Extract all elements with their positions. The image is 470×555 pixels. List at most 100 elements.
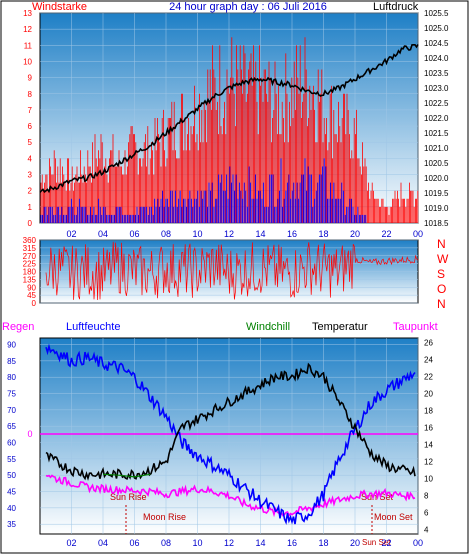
wind-tick-label: 2	[28, 187, 33, 196]
time-tick-label: 08	[161, 538, 171, 548]
temperature-tick-label: 14	[424, 441, 433, 450]
wind-tick-label: 9	[28, 74, 33, 83]
temperature-tick-label: 8	[424, 492, 429, 501]
wind-tick-label: 13	[23, 9, 32, 18]
humidity-tick-label: 85	[7, 357, 16, 366]
wind-axis-title: Windstarke	[32, 1, 87, 13]
regen-zero-label: 0	[27, 429, 32, 439]
humidity-tick-label: 75	[7, 390, 16, 399]
moon-set-label: Moon Set	[374, 512, 413, 522]
pressure-tick-label: 1024.0	[424, 54, 449, 63]
compass-w: W	[437, 252, 449, 266]
time-tick-label: 10	[192, 229, 202, 239]
pressure-line	[39, 44, 419, 194]
temperature-tick-label: 24	[424, 355, 433, 364]
humidity-tick-label: 65	[7, 422, 16, 431]
panel-humidity-temperature-series	[45, 343, 416, 526]
direction-tick-label: 225	[23, 260, 37, 269]
moon-rise-label: Moon Rise	[143, 512, 186, 522]
pressure-axis-ticks: 1018.5 1019.0 1019.5 1020.0 1020.5 1021.0 1021…	[424, 9, 449, 228]
time-tick-label: 14	[255, 229, 265, 239]
direction-tick-label: 135	[23, 275, 37, 284]
pressure-tick-label: 1021.0	[424, 144, 449, 153]
humidity-tick-label: 50	[7, 471, 16, 480]
pressure-tick-label: 1022.5	[424, 99, 449, 108]
pressure-tick-label: 1025.5	[424, 9, 449, 18]
direction-tick-label: 90	[27, 283, 36, 292]
panel-wind-direction-series	[45, 241, 419, 301]
humidity-tick-label: 55	[7, 455, 16, 464]
label-regen: Regen	[2, 321, 34, 333]
pressure-tick-label: 1019.5	[424, 189, 449, 198]
wind-tick-label: 7	[28, 106, 33, 115]
time-tick-label: 06	[129, 229, 139, 239]
label-luftfeuchte: Luftfeuchte	[66, 321, 120, 333]
time-tick-label: 18	[318, 538, 328, 548]
wind-tick-label: 12	[23, 25, 32, 34]
wind-tick-label: 4	[28, 154, 33, 163]
humidity-tick-label: 35	[7, 520, 16, 529]
sun-set-label-2: Sun Set	[362, 538, 391, 547]
time-tick-label: 02	[66, 538, 76, 548]
time-tick-label: 12	[224, 538, 234, 548]
pressure-tick-label: 1019.0	[424, 204, 449, 213]
windchill-line	[102, 473, 151, 478]
compass-o: O	[437, 282, 446, 296]
time-tick-label: 06	[129, 538, 139, 548]
pressure-tick-label: 1025.0	[424, 24, 449, 33]
sun-rise-label: Sun Rise	[110, 492, 147, 502]
temperature-tick-label: 22	[424, 372, 433, 381]
direction-tick-label: 180	[23, 268, 37, 277]
temperature-axis-ticks: 4 6 8 10 12 14 16 18 20 22 24 26	[424, 338, 433, 534]
wind-direction-line	[45, 241, 419, 301]
temperature-tick-label: 18	[424, 406, 433, 415]
humidity-axis-ticks: 35 40 45 50 55 60 65 70 75 80 85 90	[7, 341, 16, 530]
wind-tick-label: 0	[28, 219, 33, 228]
humidity-tick-label: 90	[7, 341, 16, 350]
taupunkt-line	[45, 474, 416, 518]
direction-tick-label: 0	[32, 299, 37, 308]
chart-title: 24 hour graph day : 06 Juli 2016	[169, 1, 327, 13]
direction-tick-label: 315	[23, 244, 37, 253]
pressure-tick-label: 1023.0	[424, 84, 449, 93]
time-tick-label: 00	[413, 538, 423, 548]
compass-n-bottom: N	[437, 297, 446, 311]
time-tick-label: 16	[287, 229, 297, 239]
wind-tick-label: 3	[28, 171, 33, 180]
time-tick-label: 12	[224, 229, 234, 239]
time-tick-label: 16	[287, 538, 297, 548]
direction-tick-label: 360	[23, 236, 37, 245]
temperatur-line	[45, 362, 416, 481]
time-tick-label: 22	[381, 538, 391, 548]
compass-n-top: N	[437, 237, 446, 251]
time-tick-label: 00	[413, 229, 423, 239]
pressure-tick-label: 1018.5	[424, 219, 449, 228]
label-temperatur: Temperatur	[312, 321, 368, 333]
pressure-tick-label: 1020.0	[424, 174, 449, 183]
wind-tick-label: 11	[24, 41, 33, 50]
panel-humidity-temperature-grid	[40, 338, 419, 534]
wind-tick-label: 10	[23, 57, 32, 66]
time-tick-label: 04	[98, 229, 108, 239]
time-tick-label: 22	[381, 229, 391, 239]
wind-tick-label: 8	[28, 90, 33, 99]
pressure-tick-label: 1020.5	[424, 159, 449, 168]
humidity-tick-label: 80	[7, 373, 16, 382]
wind-tick-label: 6	[28, 122, 33, 131]
pressure-tick-label: 1023.5	[424, 69, 449, 78]
compass-s: S	[437, 267, 445, 281]
time-axis-ticks-top: 02 04 06 08 10 12 14 16 18 20 22 00	[66, 229, 423, 239]
pressure-axis-title: Luftdruck	[373, 1, 419, 13]
label-taupunkt: Taupunkt	[393, 321, 438, 333]
direction-tick-label: 270	[23, 252, 37, 261]
time-tick-label: 18	[318, 229, 328, 239]
time-tick-label: 14	[255, 538, 265, 548]
temperature-tick-label: 16	[424, 423, 433, 432]
wind-tick-label: 1	[28, 203, 33, 212]
temperature-tick-label: 4	[424, 526, 429, 535]
humidity-tick-label: 40	[7, 504, 16, 513]
time-tick-label: 20	[350, 538, 360, 548]
